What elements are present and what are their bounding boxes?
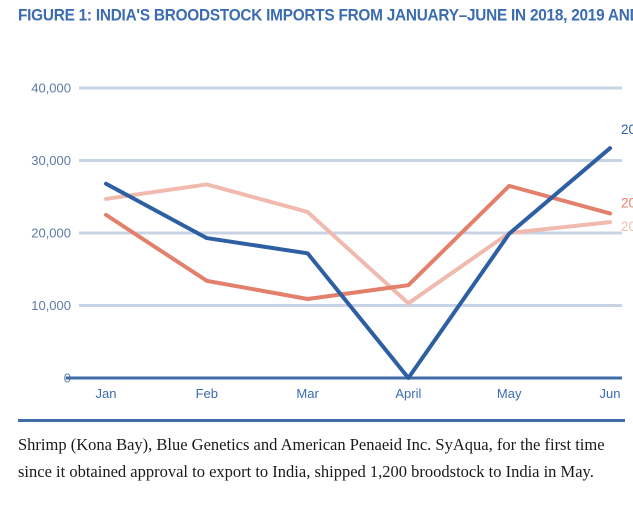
x-axis-tick-label: Jun (600, 386, 621, 401)
y-axis-tick-label: 40,000 (31, 81, 71, 96)
y-axis-tick-label: 20,000 (31, 226, 71, 241)
series-label-2019: 2019 (621, 195, 633, 210)
caption-paragraph: Shrimp (Kona Bay), Blue Genetics and Ame… (18, 435, 605, 481)
series-label-2018: 2018 (621, 219, 633, 234)
x-axis-tick-label: May (497, 386, 522, 401)
x-axis-tick-label: Feb (196, 386, 218, 401)
figure-title: FIGURE 1: INDIA'S BROODSTOCK IMPORTS FRO… (18, 6, 633, 26)
figure-title-text: FIGURE 1: INDIA'S BROODSTOCK IMPORTS FRO… (18, 6, 633, 25)
x-axis-tick-label: April (395, 386, 421, 401)
x-axis-tick-label: Jan (96, 386, 117, 401)
series-line-2018 (104, 182, 612, 306)
series-line-2020 (104, 146, 612, 380)
x-axis-tick-label: Mar (296, 386, 319, 401)
series-labels: 2020 2019 2018 (621, 122, 633, 234)
series-lines (104, 146, 612, 380)
y-axis-tick-label: 10,000 (31, 298, 71, 313)
gridlines (79, 86, 622, 307)
x-axis-tick-labels: Jan Feb Mar April May Jun (96, 386, 621, 401)
caption-divider (18, 419, 625, 422)
series-line-2019 (104, 183, 612, 301)
y-axis-tick-label: 30,000 (31, 153, 71, 168)
series-label-2020: 2020 (621, 122, 633, 137)
